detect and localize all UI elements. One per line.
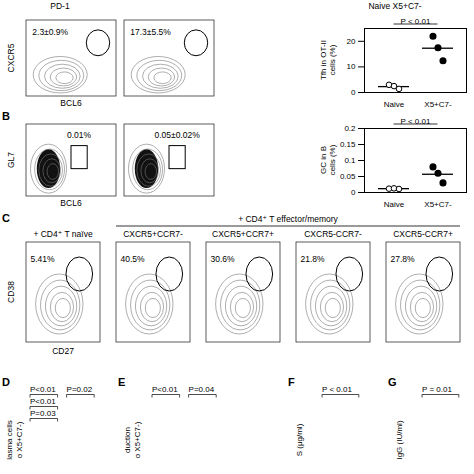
svg-text:CXCR5: CXCR5 [6, 43, 16, 72]
svg-text:Tfh in OT-II: Tfh in OT-II [319, 40, 328, 80]
svg-text:27.8%: 27.8% [390, 254, 415, 264]
svg-text:o X5+C7-): o X5+C7-) [15, 421, 24, 458]
svg-text:X5+C7-: X5+C7- [424, 200, 452, 209]
svg-text:duction: duction [123, 427, 132, 453]
svg-text:0.05: 0.05 [340, 172, 356, 181]
svg-text:BCL6: BCL6 [60, 198, 82, 208]
svg-text:P < 0.01: P < 0.01 [401, 17, 431, 26]
svg-text:BCL6: BCL6 [60, 98, 82, 108]
svg-text:0.15: 0.15 [340, 140, 356, 149]
svg-text:30.6%: 30.6% [210, 254, 235, 264]
svg-text:0: 0 [351, 88, 356, 97]
svg-text:G: G [388, 376, 397, 388]
svg-text:lasma cells: lasma cells [5, 420, 14, 460]
svg-text:CXCR5-CCR7-: CXCR5-CCR7- [304, 229, 362, 239]
svg-text:CXCR5+CCR7+: CXCR5+CCR7+ [212, 229, 274, 239]
svg-text:S (μg/ml): S (μg/ml) [295, 423, 304, 456]
svg-text:C: C [2, 212, 10, 224]
svg-text:21.8%: 21.8% [300, 254, 325, 264]
svg-text:Naive X5+C7-: Naive X5+C7- [368, 1, 421, 11]
svg-text:10: 10 [347, 62, 356, 71]
svg-text:5.41%: 5.41% [30, 254, 55, 264]
svg-text:0.2: 0.2 [344, 124, 356, 133]
svg-text:20: 20 [347, 37, 356, 46]
svg-text:CXCR5-CCR7+: CXCR5-CCR7+ [393, 229, 453, 239]
svg-text:CXCR5+CCR7-: CXCR5+CCR7- [123, 229, 183, 239]
svg-text:P=0.02: P=0.02 [67, 385, 93, 394]
svg-text:P < 0.01: P < 0.01 [401, 117, 431, 126]
svg-text:P = 0.01: P = 0.01 [422, 385, 452, 394]
svg-text:P=0.03: P=0.03 [30, 409, 56, 418]
svg-text:P=0.04: P=0.04 [189, 385, 215, 394]
svg-text:Naive: Naive [384, 200, 405, 209]
svg-text:PD-1: PD-1 [50, 1, 70, 11]
svg-text:B: B [2, 110, 10, 122]
svg-text:E: E [118, 376, 125, 388]
svg-text:P<0.01: P<0.01 [152, 385, 178, 394]
svg-text:Naive: Naive [384, 100, 405, 109]
svg-text:P<0.01: P<0.01 [30, 385, 56, 394]
svg-text:D: D [2, 376, 10, 388]
svg-text:cells (%): cells (%) [328, 144, 337, 175]
svg-text:cells (%): cells (%) [328, 44, 337, 75]
svg-text:40.5%: 40.5% [120, 254, 145, 264]
svg-text:+ CD4⁺ T effector/memory: + CD4⁺ T effector/memory [238, 214, 338, 224]
svg-text:F: F [288, 376, 295, 388]
svg-text:IgG (IU/ml): IgG (IU/ml) [395, 420, 404, 459]
svg-text:GL7: GL7 [6, 152, 16, 168]
svg-text:0.05±0.02%: 0.05±0.02% [154, 130, 200, 140]
svg-text:0: 0 [351, 188, 356, 197]
svg-text:0.01%: 0.01% [67, 130, 92, 140]
svg-text:P < 0.01: P < 0.01 [322, 385, 352, 394]
svg-text:+ CD4⁺ T naïve: + CD4⁺ T naïve [33, 229, 92, 239]
svg-text:CD27: CD27 [52, 346, 74, 356]
svg-text:0.1: 0.1 [344, 156, 356, 165]
svg-text:17.3±5.5%: 17.3±5.5% [130, 27, 171, 37]
svg-text:X5+C7-: X5+C7- [424, 100, 452, 109]
svg-text:GC in B: GC in B [319, 146, 328, 174]
svg-text:P<0.01: P<0.01 [30, 397, 56, 406]
svg-text:CD38: CD38 [6, 281, 16, 303]
svg-text:2.3±0.9%: 2.3±0.9% [32, 27, 68, 37]
svg-text:o X5+C7-): o X5+C7-) [133, 421, 142, 458]
